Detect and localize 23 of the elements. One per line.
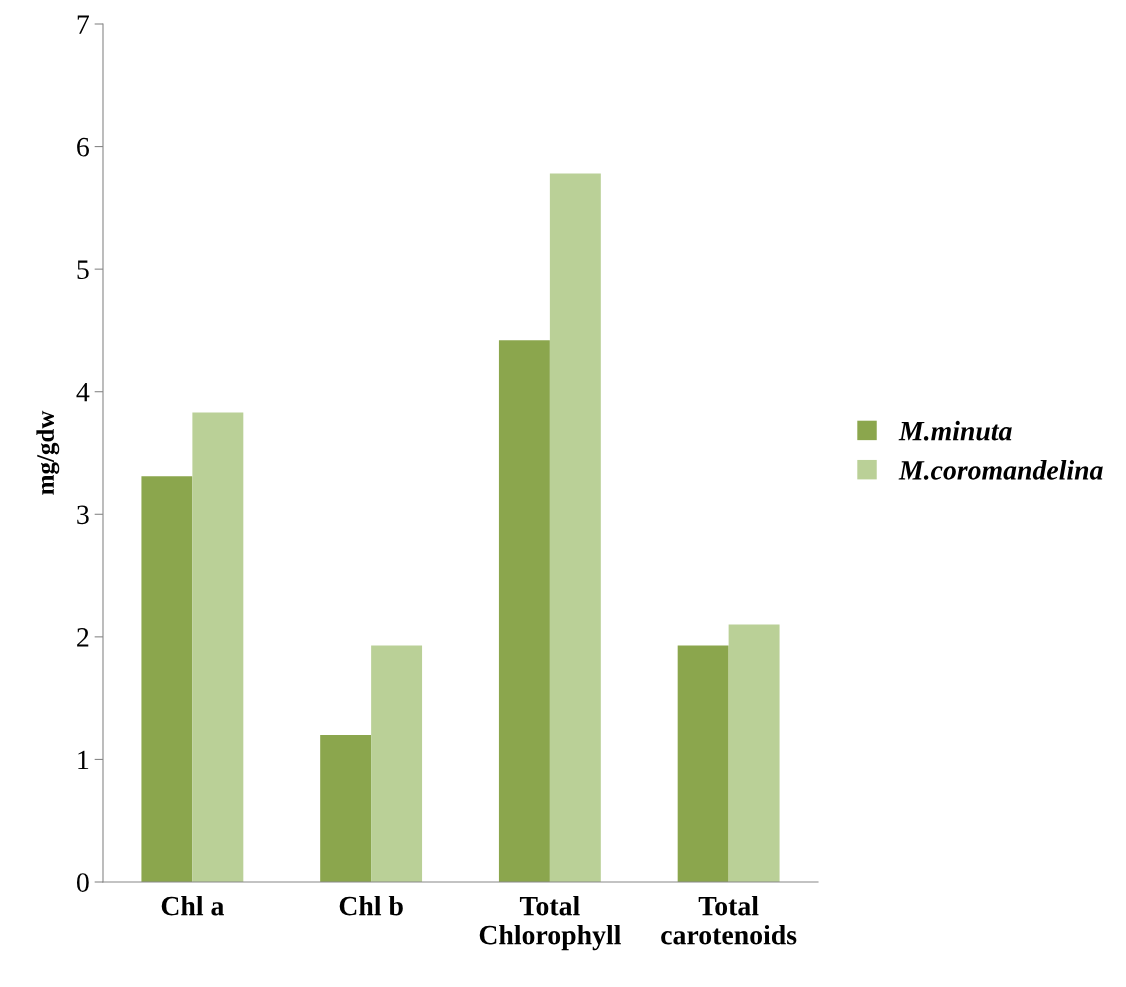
x-tick-label: Total carotenoids [661,895,797,945]
x-tick-label: Chl a [161,895,224,916]
y-tick-label: 3 [77,505,89,525]
bar [549,173,601,882]
y-tick-label: 2 [77,628,89,647]
bar [192,412,244,882]
y-tick-label: 4 [76,383,90,402]
y-tick-label: 7 [77,15,90,34]
y-tick-label: 1 [78,750,89,770]
bar [371,645,423,882]
y-tick-label: 6 [77,137,89,157]
bar [498,340,550,882]
y-tick-label: 0 [76,873,89,892]
x-tick-label: Chl b [339,895,403,916]
legend-label: M.coromandelina [898,460,1103,480]
bar [320,734,372,882]
x-tick-label: Total Chlorophyll [479,895,621,951]
y-axis-title: mg/gdw [36,410,60,495]
legend-label: M.minuta [898,420,1012,441]
bar [728,624,780,882]
y-tick-label: 5 [77,260,89,280]
bar [141,476,193,882]
bar [677,645,729,882]
